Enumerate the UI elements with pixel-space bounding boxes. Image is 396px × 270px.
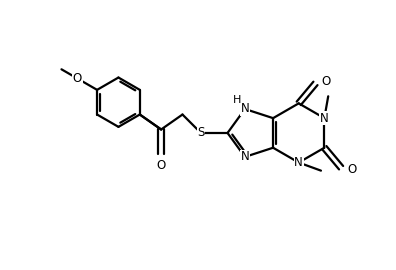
Text: S: S — [197, 126, 205, 139]
Text: N: N — [320, 112, 329, 125]
Text: O: O — [73, 72, 82, 85]
Text: H: H — [233, 95, 242, 105]
Text: O: O — [322, 75, 331, 88]
Text: O: O — [156, 159, 166, 172]
Text: N: N — [294, 156, 303, 169]
Text: N: N — [240, 103, 249, 116]
Text: O: O — [347, 163, 356, 176]
Text: N: N — [240, 150, 249, 163]
